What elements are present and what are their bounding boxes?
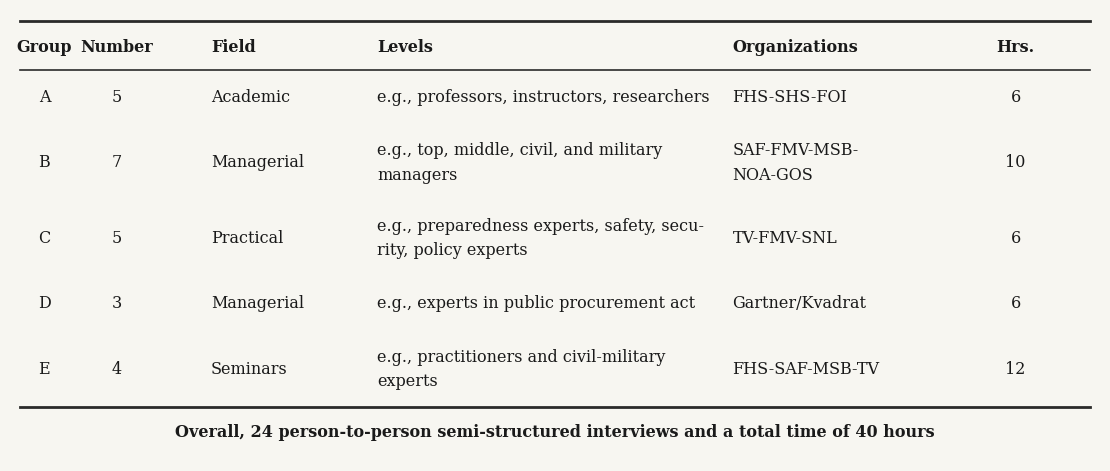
- Text: C: C: [38, 230, 51, 247]
- Text: 12: 12: [1006, 361, 1026, 378]
- Text: SAF-FMV-MSB-: SAF-FMV-MSB-: [733, 142, 859, 159]
- Text: e.g., preparedness experts, safety, secu-: e.g., preparedness experts, safety, secu…: [377, 218, 705, 235]
- Text: experts: experts: [377, 373, 438, 390]
- Text: e.g., professors, instructors, researchers: e.g., professors, instructors, researche…: [377, 89, 710, 106]
- Text: NOA-GOS: NOA-GOS: [733, 167, 814, 184]
- Text: e.g., practitioners and civil-military: e.g., practitioners and civil-military: [377, 349, 666, 365]
- Text: 6: 6: [1010, 89, 1021, 106]
- Text: TV-FMV-SNL: TV-FMV-SNL: [733, 230, 837, 247]
- Text: Field: Field: [211, 39, 255, 56]
- Text: 6: 6: [1010, 295, 1021, 312]
- Text: Academic: Academic: [211, 89, 290, 106]
- Text: FHS-SHS-FOI: FHS-SHS-FOI: [733, 89, 847, 106]
- Text: Organizations: Organizations: [733, 39, 858, 56]
- Text: Managerial: Managerial: [211, 154, 304, 171]
- Text: 7: 7: [111, 154, 122, 171]
- Text: managers: managers: [377, 167, 457, 184]
- Text: 5: 5: [111, 230, 122, 247]
- Text: Levels: Levels: [377, 39, 433, 56]
- Text: Hrs.: Hrs.: [997, 39, 1035, 56]
- Text: Seminars: Seminars: [211, 361, 287, 378]
- Text: Number: Number: [80, 39, 153, 56]
- Text: Overall, 24 person-to-person semi-structured interviews and a total time of 40 h: Overall, 24 person-to-person semi-struct…: [175, 424, 935, 441]
- Text: e.g., top, middle, civil, and military: e.g., top, middle, civil, and military: [377, 142, 663, 159]
- Text: rity, policy experts: rity, policy experts: [377, 242, 528, 259]
- Text: D: D: [38, 295, 51, 312]
- Text: Gartner/Kvadrat: Gartner/Kvadrat: [733, 295, 867, 312]
- Text: 3: 3: [111, 295, 122, 312]
- Text: 6: 6: [1010, 230, 1021, 247]
- Text: 5: 5: [111, 89, 122, 106]
- Text: Managerial: Managerial: [211, 295, 304, 312]
- Text: B: B: [39, 154, 50, 171]
- Text: 4: 4: [111, 361, 122, 378]
- Text: Group: Group: [17, 39, 72, 56]
- Text: FHS-SAF-MSB-TV: FHS-SAF-MSB-TV: [733, 361, 879, 378]
- Text: E: E: [39, 361, 50, 378]
- Text: e.g., experts in public procurement act: e.g., experts in public procurement act: [377, 295, 696, 312]
- Text: Practical: Practical: [211, 230, 283, 247]
- Text: 10: 10: [1006, 154, 1026, 171]
- Text: A: A: [39, 89, 50, 106]
